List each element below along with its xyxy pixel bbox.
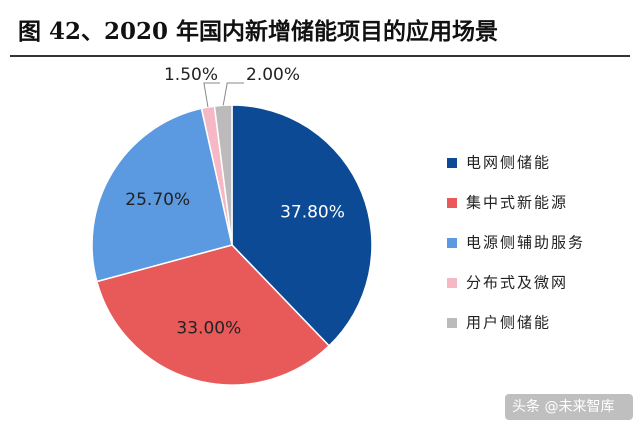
watermark-bg — [505, 394, 633, 420]
legend-swatch — [447, 278, 457, 288]
legend-swatch — [447, 238, 457, 248]
pie-slice — [91, 107, 233, 283]
legend-label: 用户侧储能 — [466, 314, 551, 332]
legend-label: 电源侧辅助服务 — [466, 234, 585, 252]
pie-slice — [95, 244, 331, 386]
legend-swatch — [447, 198, 457, 208]
slice-label: 37.80% — [280, 203, 345, 223]
pie-slice — [231, 104, 373, 347]
chart-title: 图 42、2020 年国内新增储能项目的应用场景 — [18, 18, 498, 45]
leader-line — [203, 82, 220, 108]
leader-line — [222, 82, 244, 106]
slice-label: 1.50% — [164, 65, 218, 85]
slice-label: 2.00% — [246, 65, 300, 85]
legend-label: 电网侧储能 — [466, 154, 551, 172]
legend-label: 集中式新能源 — [466, 194, 568, 212]
legend-swatch — [447, 318, 457, 328]
slice-label: 25.70% — [125, 190, 190, 210]
pie-slice — [213, 104, 233, 246]
watermark: 头条 @未来智库 — [512, 398, 614, 415]
legend-label: 分布式及微网 — [466, 274, 568, 292]
legend-swatch — [447, 158, 457, 168]
slice-label: 33.00% — [176, 319, 241, 339]
